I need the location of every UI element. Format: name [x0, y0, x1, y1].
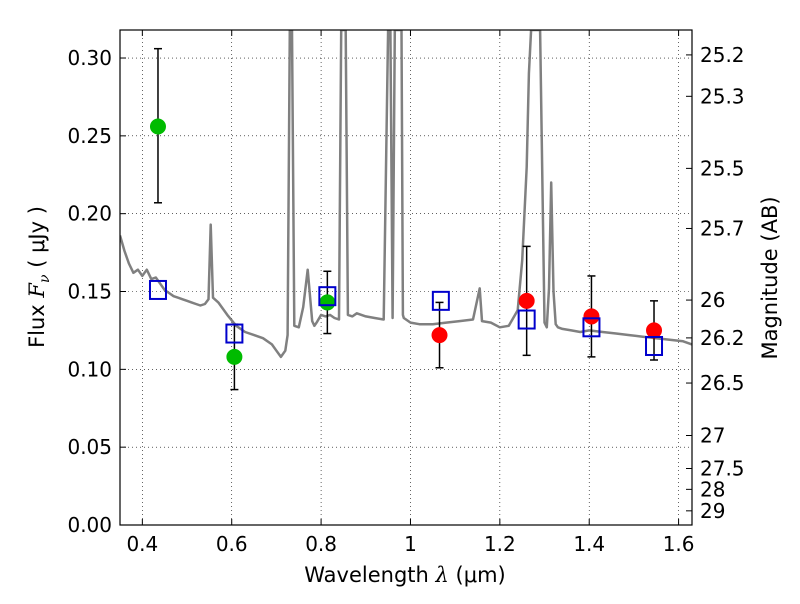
model-spectrum	[120, 30, 692, 359]
x-tick-label: 1	[404, 532, 417, 556]
data-point-square	[225, 323, 244, 344]
x-tick-label: 0.4	[126, 532, 158, 556]
y2-tick-label: 25.7	[700, 216, 745, 240]
y2-tick-label: 26.2	[700, 326, 745, 350]
data-point-square	[645, 335, 664, 356]
spectrum-line	[120, 30, 692, 359]
data-point-circle	[319, 294, 336, 311]
error-bars	[153, 47, 659, 391]
data-point-square	[318, 286, 337, 307]
data-markers	[148, 118, 664, 365]
y2-tick-label: 25.5	[700, 156, 745, 180]
tick-labels: 0.4 0.6 0.8 1 1.2 1.4 1.6 0.00 0.05 0.10 0.15 0.20 0…	[67, 43, 744, 556]
y2-tick-label: 28	[700, 477, 725, 501]
y-tick-label: 0.30	[67, 46, 112, 70]
x-tick-label: 0.6	[216, 532, 248, 556]
plot-frame	[119, 29, 693, 526]
data-point-circle	[226, 348, 243, 365]
y2-axis-label: Magnitude (AB)	[758, 196, 782, 359]
x-tick-label: 0.8	[305, 532, 337, 556]
data-point-square	[431, 290, 450, 311]
y2-tick-label: 26.5	[700, 371, 745, 395]
y2-tick-label: 25.2	[700, 43, 745, 67]
y-axis-label: Flux Fν ( μJy )	[25, 206, 53, 348]
y-tick-label: 0.05	[67, 435, 112, 459]
data-point-square	[582, 317, 601, 338]
data-point-square	[517, 309, 536, 330]
x-tick-label: 1.6	[663, 532, 695, 556]
y2-tick-label: 27.5	[700, 456, 745, 480]
y-tick-label: 0.00	[67, 513, 112, 537]
data-point-circle	[431, 327, 448, 344]
data-point-square	[148, 279, 167, 300]
y-tick-label: 0.10	[67, 357, 112, 381]
data-point-circle	[149, 118, 166, 135]
y2-tick-label: 27	[700, 423, 725, 447]
y-tick-label: 0.15	[67, 280, 112, 304]
y2-tick-label: 26	[700, 288, 725, 312]
axes	[119, 29, 693, 526]
y2-tick-label: 29	[700, 499, 725, 523]
y-tick-label: 0.25	[67, 124, 112, 148]
y-tick-label: 0.20	[67, 202, 112, 226]
x-tick-label: 1.2	[484, 532, 516, 556]
gridlines	[120, 30, 692, 526]
data-point-circle	[583, 308, 600, 325]
x-tick-label: 1.4	[573, 532, 605, 556]
y2-tick-label: 25.3	[700, 84, 745, 108]
data-point-circle	[518, 292, 535, 309]
x-axis-label: Wavelength λ (μm)	[304, 563, 505, 587]
data-point-circle	[646, 322, 663, 339]
